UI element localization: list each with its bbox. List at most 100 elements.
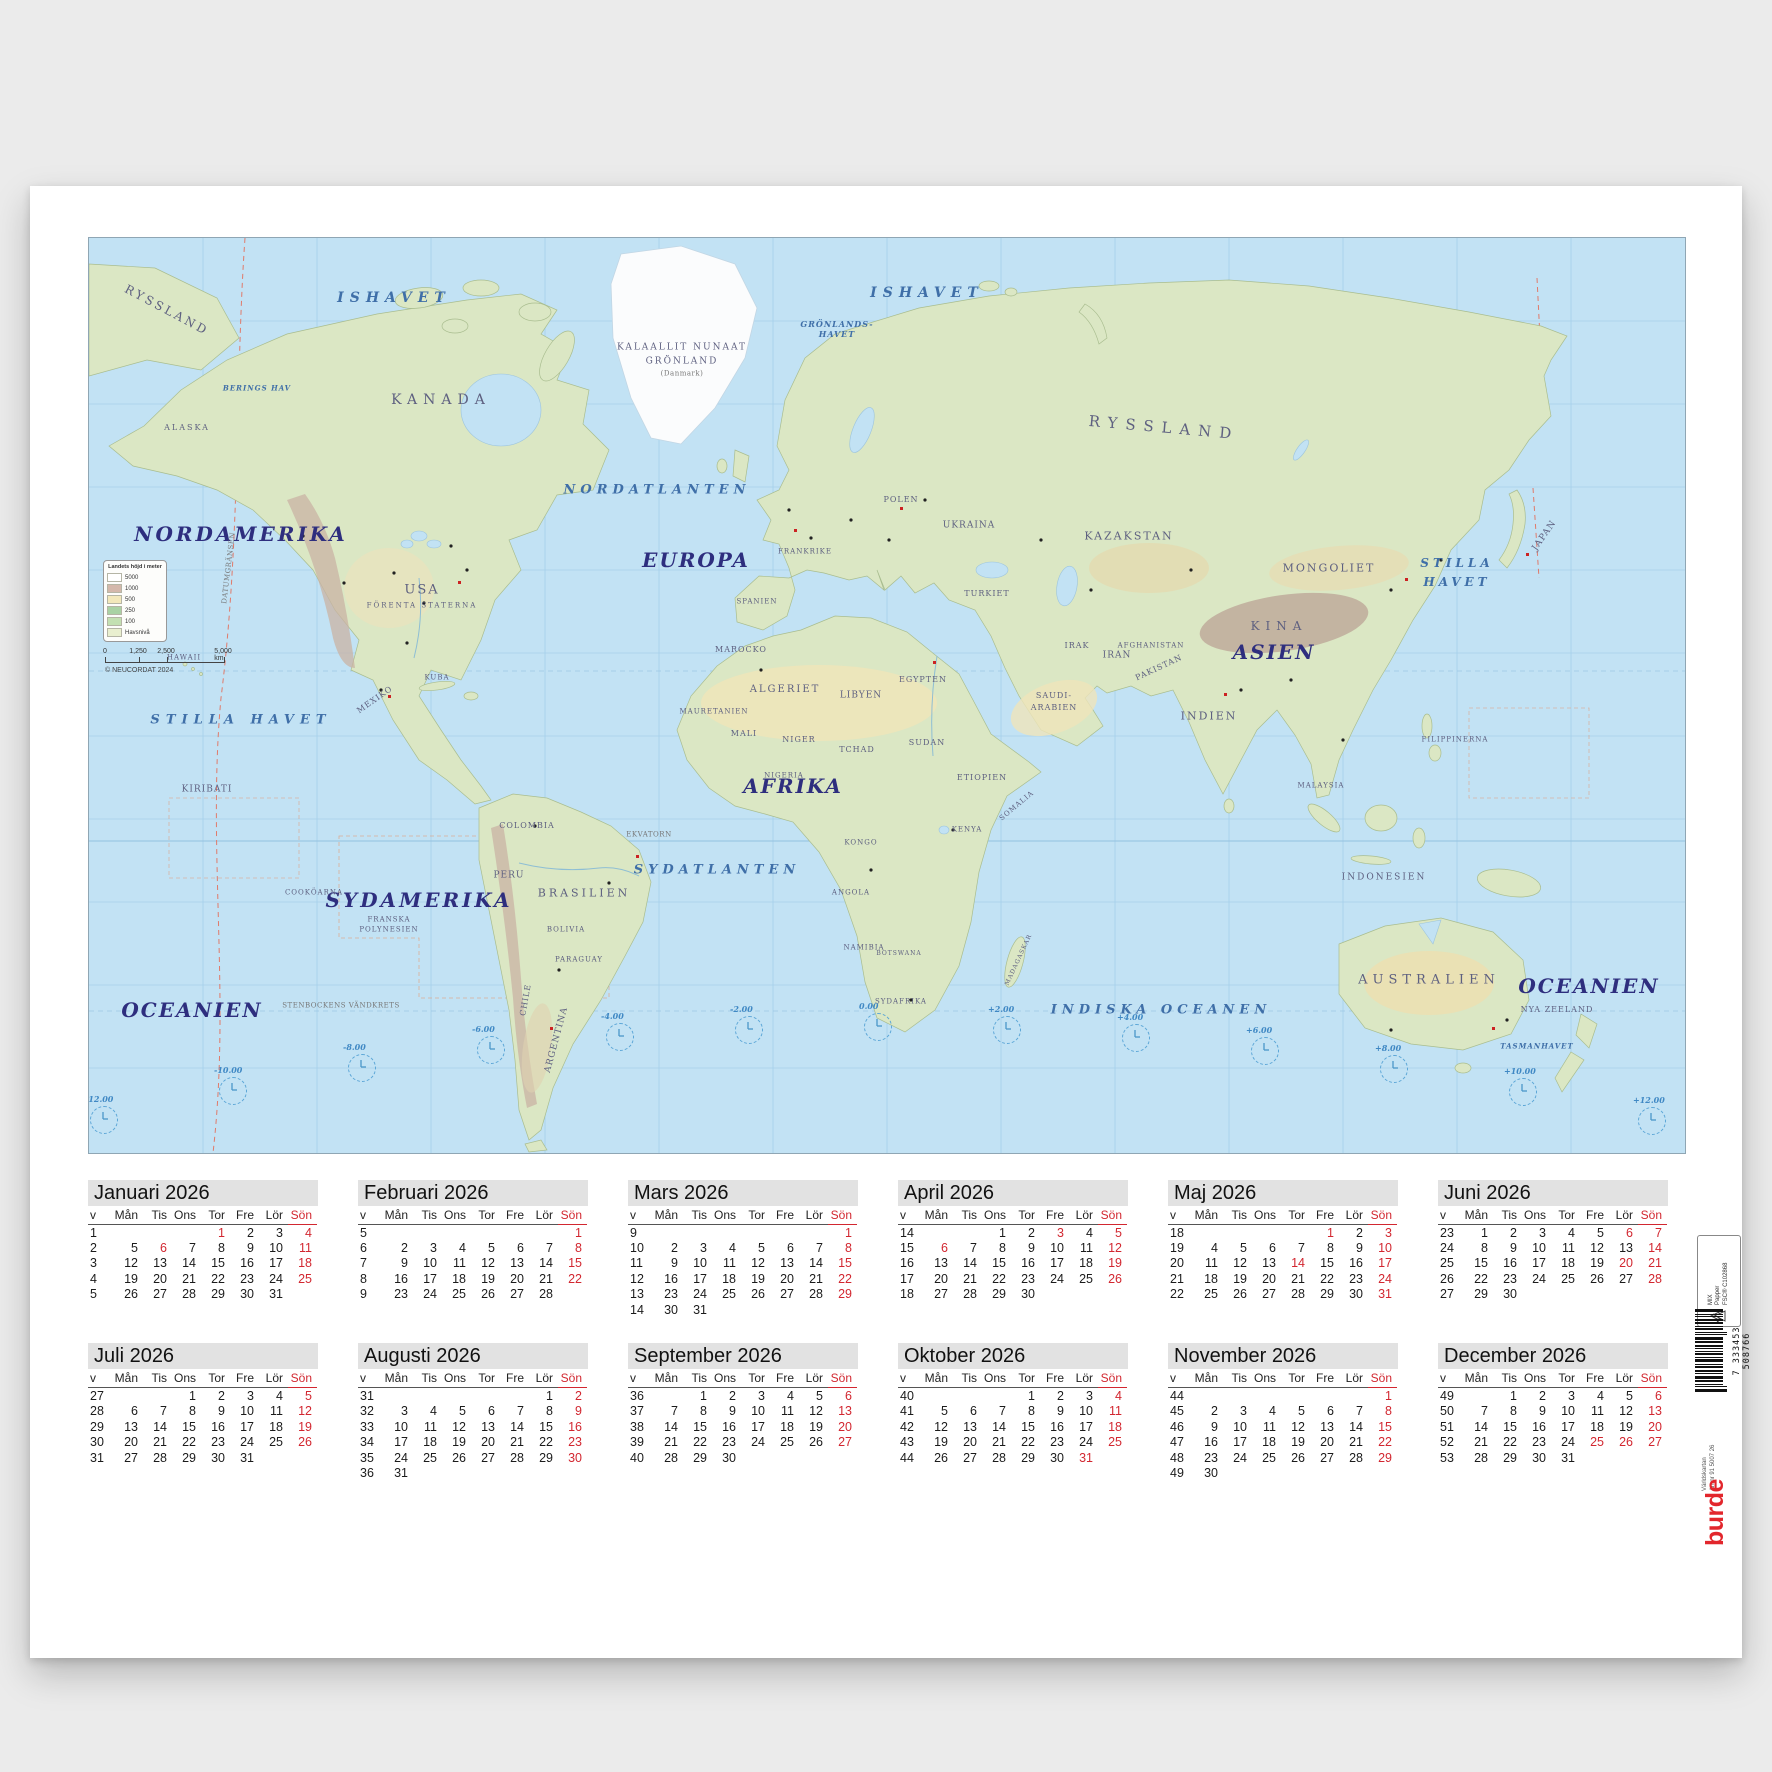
day-cell: 11 (299, 1241, 312, 1256)
day-cell: 17 (1378, 1256, 1392, 1271)
day-cell: 23 (1021, 1271, 1035, 1286)
day-cell: 26 (809, 1435, 823, 1450)
day-cell: 26 (1108, 1271, 1122, 1286)
day-cell: 2 (575, 1389, 582, 1404)
day-cell: 18 (269, 1419, 283, 1434)
week-row: 4 19 20 21 22 23 24 25 (88, 1271, 318, 1286)
week-number: 53 (1440, 1450, 1454, 1465)
weekday-header: Mån (924, 1208, 953, 1225)
weekday-header: Lör (1339, 1208, 1368, 1225)
week-row: 50 7 8 9 10 11 12 13 (1438, 1404, 1668, 1419)
day-cell: 27 (510, 1287, 524, 1302)
day-cell: 7 (189, 1241, 196, 1256)
day-cell: 10 (423, 1256, 437, 1271)
day-cell: 12 (1108, 1241, 1122, 1256)
week-number: 21 (1170, 1271, 1184, 1286)
day-cell: 16 (240, 1256, 254, 1271)
day-cell: 22 (992, 1271, 1006, 1286)
day-cell: 24 (1532, 1271, 1546, 1286)
week-row: 3 12 13 14 15 16 17 18 (88, 1256, 318, 1271)
legend-label: Havsnivå (125, 629, 150, 636)
week-row: 19 4 5 6 7 8 9 10 (1168, 1240, 1398, 1255)
day-cell: 31 (693, 1302, 707, 1317)
day-cell: 25 (1590, 1435, 1604, 1450)
month-calendar: Februari 2026 v Mån Tis Ons Tor Fre Lör Sön 5 1 6 2 3… (358, 1180, 588, 1317)
day-cell: 8 (575, 1241, 582, 1256)
timezone-label: -8.00 (343, 1042, 366, 1053)
weekday-header: Mån (384, 1208, 413, 1225)
day-cell: 9 (401, 1256, 408, 1271)
day-cell: 14 (153, 1419, 167, 1434)
day-cell: 7 (160, 1404, 167, 1419)
day-cell: 23 (394, 1287, 408, 1302)
day-cell: 22 (568, 1271, 582, 1286)
weekday-header: Mån (1464, 1208, 1493, 1225)
day-cell: 3 (1568, 1389, 1575, 1404)
weekday-header: Sön (828, 1371, 857, 1389)
day-cell: 6 (970, 1404, 977, 1419)
week-row: 33 10 11 12 13 14 15 16 (358, 1419, 588, 1434)
week-number: 47 (1170, 1435, 1184, 1450)
day-cell: 24 (394, 1450, 408, 1465)
day-cell: 11 (1205, 1256, 1218, 1271)
weekday-header: Tor (1281, 1208, 1310, 1225)
day-cell: 7 (546, 1241, 553, 1256)
week-row: 52 21 22 23 24 25 26 27 (1438, 1435, 1668, 1450)
day-cell: 16 (568, 1419, 582, 1434)
month-calendar: September 2026 v Mån Tis Ons Tor Fre Lör Sön 36 1 2… (628, 1343, 858, 1480)
day-cell: 14 (1349, 1419, 1363, 1434)
week-row: 27 1 2 3 4 5 (88, 1388, 318, 1403)
week-number: 36 (630, 1389, 644, 1404)
week-row: 12 16 17 18 19 20 21 22 (628, 1271, 858, 1286)
day-cell: 29 (211, 1287, 225, 1302)
day-cell: 29 (693, 1450, 707, 1465)
day-cell: 15 (539, 1419, 553, 1434)
map-label: AUSTRALIEN (1358, 972, 1500, 988)
week-number: 26 (1440, 1271, 1454, 1286)
day-cell: 17 (1079, 1419, 1093, 1434)
weekday-header: Ons (172, 1371, 201, 1389)
day-cell: 6 (1327, 1404, 1334, 1419)
day-cell: 20 (153, 1271, 167, 1286)
timezone-clock-icon: -4.00 (601, 1011, 634, 1052)
map-label: TURKIET (964, 589, 1010, 598)
week-number: 38 (630, 1419, 644, 1434)
day-cell: 18 (1590, 1419, 1604, 1434)
brand-logo: burde (1701, 1479, 1729, 1546)
week-row: 23 1 2 3 4 5 6 7 (1438, 1225, 1668, 1240)
day-cell: 1 (1327, 1225, 1334, 1240)
day-cell: 16 (394, 1271, 408, 1286)
day-cell: 12 (751, 1256, 765, 1271)
day-cell: 27 (934, 1287, 948, 1302)
day-cell: 8 (999, 1241, 1006, 1256)
day-cell: 21 (539, 1271, 553, 1286)
map-label: BRASILIEN (537, 886, 631, 900)
day-cell: 31 (394, 1465, 408, 1480)
week-number: 40 (630, 1450, 644, 1465)
legend-swatch (107, 606, 122, 615)
month-title: September 2026 (628, 1343, 858, 1370)
day-cell: 27 (780, 1287, 794, 1302)
weekday-header: Ons (1252, 1371, 1281, 1389)
map-label: BERINGS HAV (222, 383, 292, 393)
day-cell: 23 (1503, 1271, 1517, 1286)
week-number: 52 (1440, 1435, 1454, 1450)
day-cell: 11 (1080, 1241, 1093, 1256)
day-cell: 20 (1262, 1271, 1276, 1286)
week-row: 26 22 23 24 25 26 27 28 (1438, 1271, 1668, 1286)
day-cell: 11 (1263, 1419, 1276, 1434)
weekday-header: v (628, 1371, 654, 1389)
month-calendar: December 2026 v Mån Tis Ons Tor Fre Lör Sön 49 1 2 3… (1438, 1343, 1668, 1480)
map-label: COOKÖARNA (284, 888, 344, 897)
week-number: 1 (90, 1225, 97, 1240)
day-cell: 6 (488, 1404, 495, 1419)
week-row: 30 20 21 22 23 24 25 26 (88, 1435, 318, 1450)
weekday-header: Tor (471, 1208, 500, 1225)
map-label: SPANIEN (736, 597, 778, 606)
week-row: 17 20 21 22 23 24 25 26 (898, 1271, 1128, 1286)
day-cell: 1 (1028, 1389, 1035, 1404)
timezone-clock-icon: +4.00 (1117, 1012, 1150, 1052)
day-cell: 6 (1626, 1225, 1633, 1240)
day-cell: 18 (1204, 1271, 1218, 1286)
day-cell: 19 (298, 1419, 312, 1434)
